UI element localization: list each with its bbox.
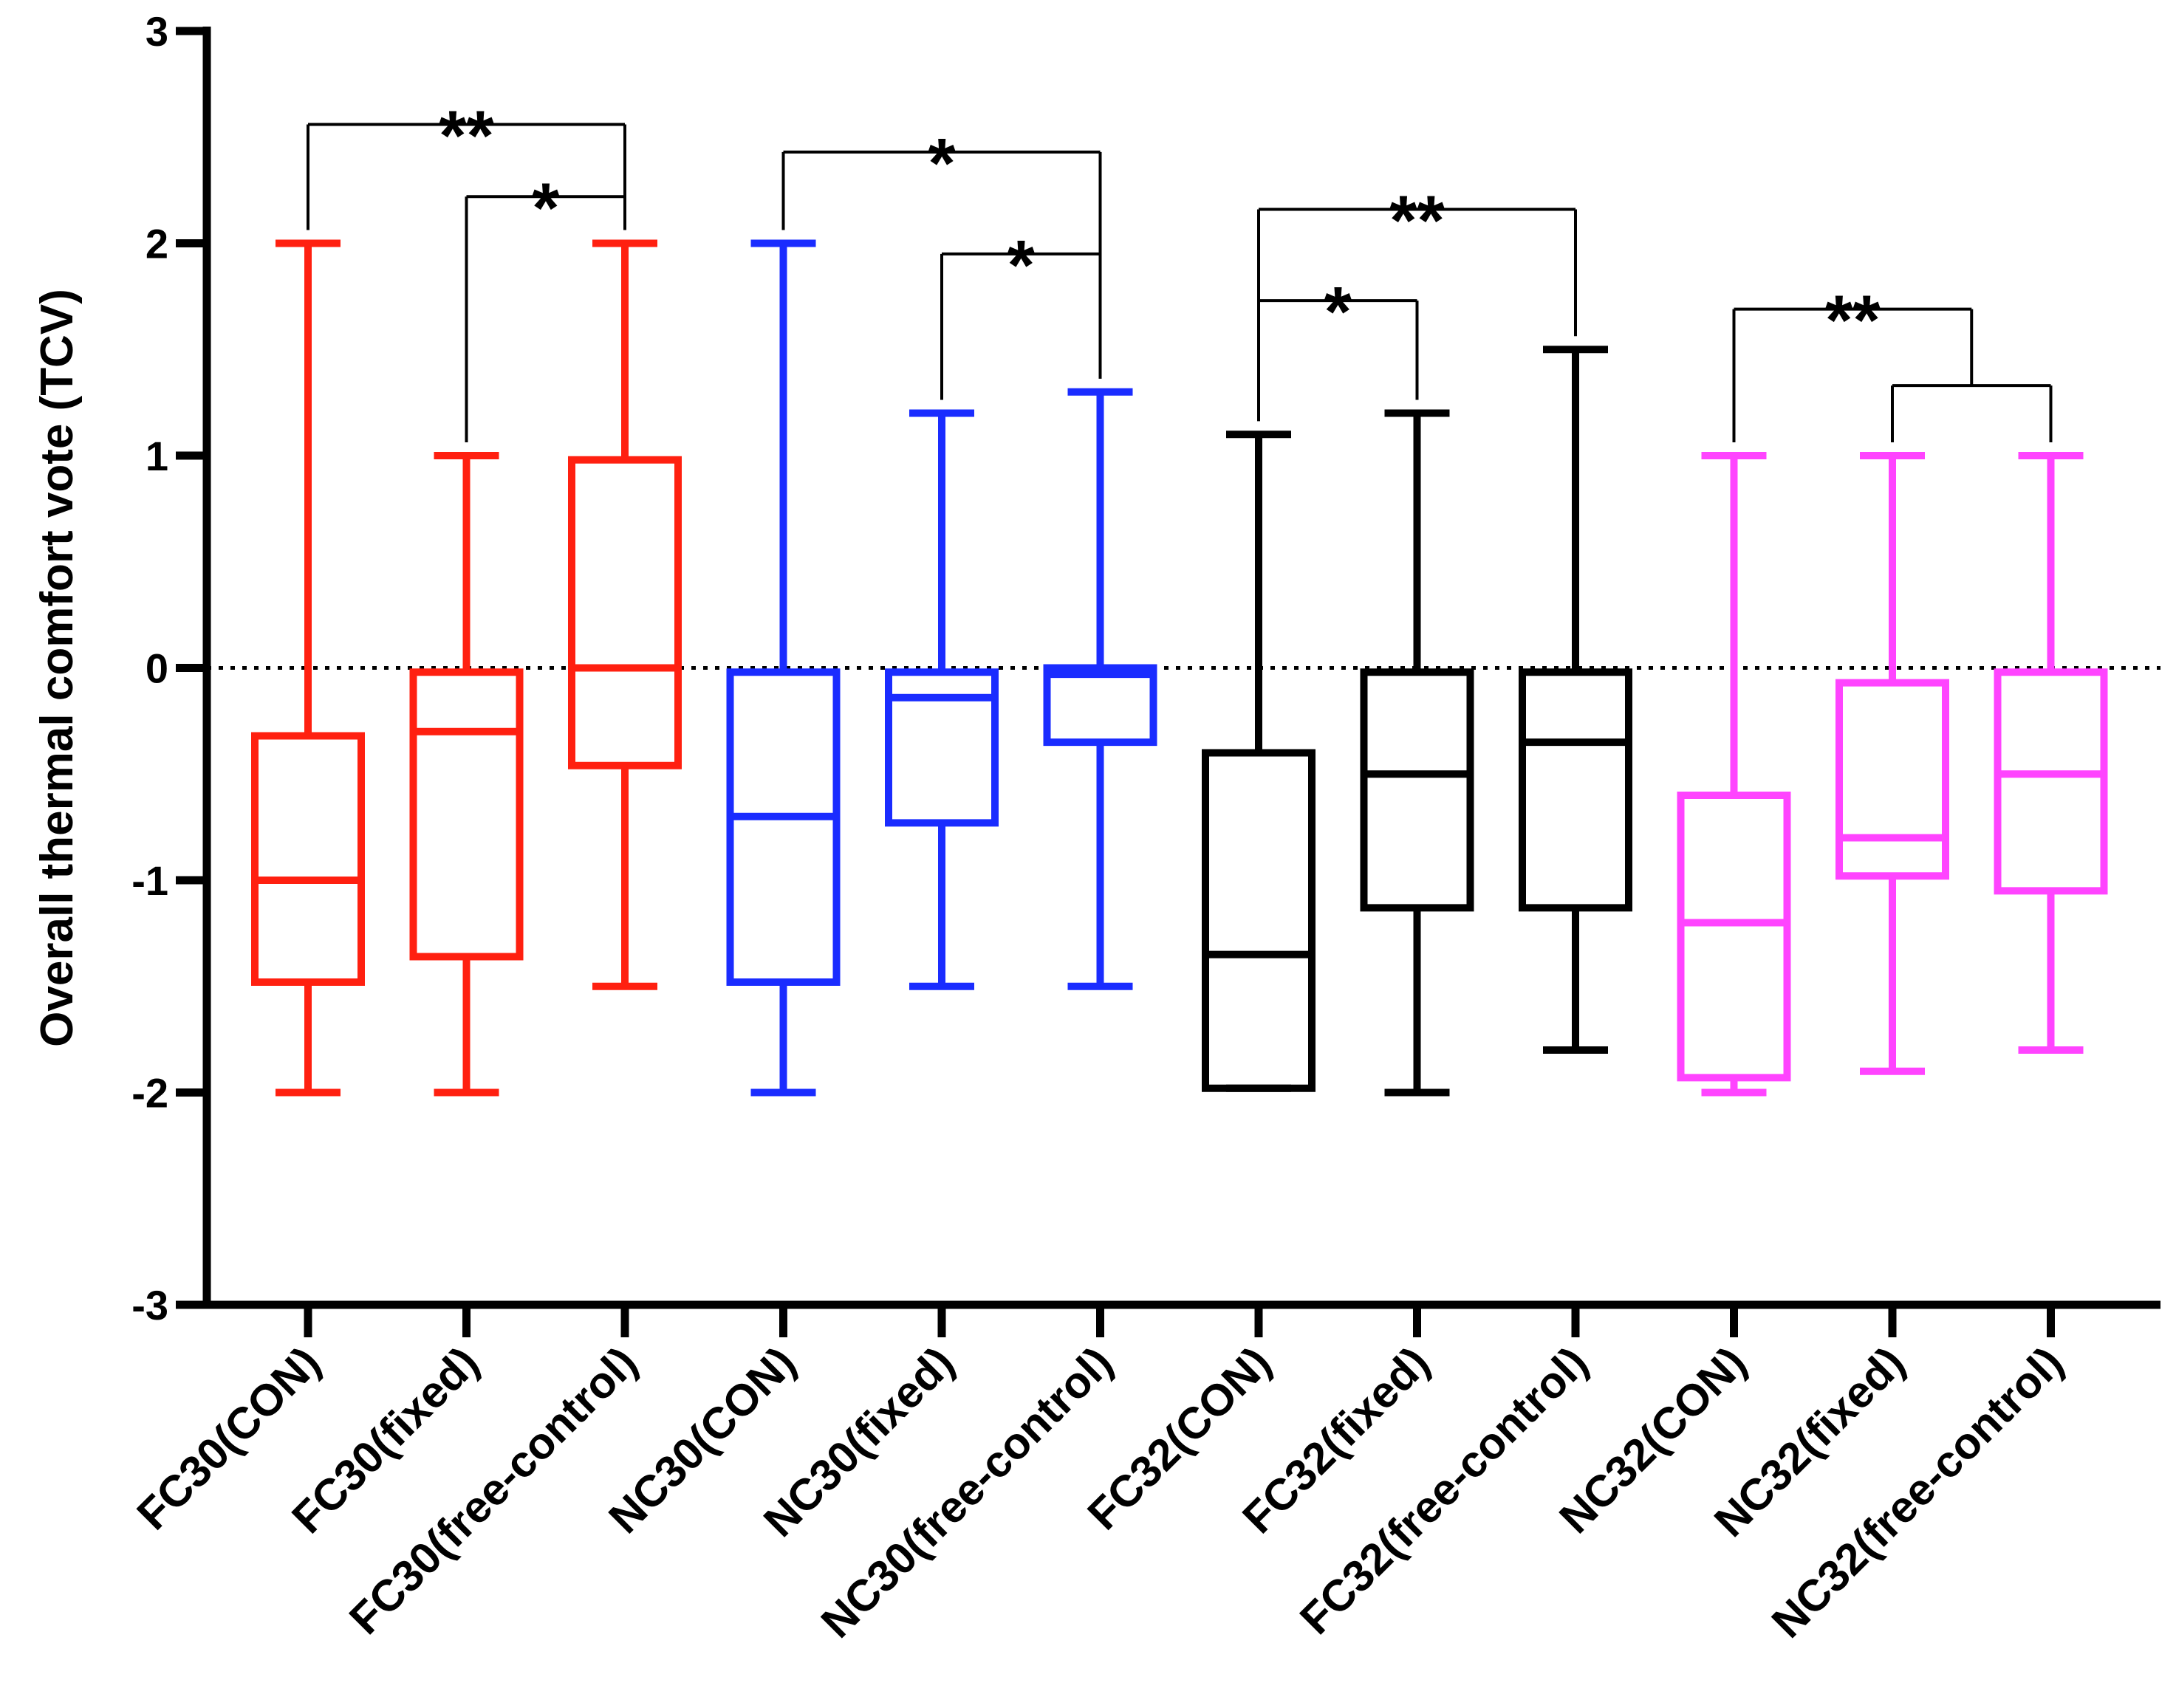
box-FC30(fixed)	[409, 452, 524, 1097]
box-FC32(free-control)	[1519, 346, 1632, 1054]
significance-label: *	[928, 124, 956, 203]
significance-label: **	[439, 97, 494, 176]
iqr-box	[1202, 749, 1315, 1092]
significance-bracket	[1891, 384, 2053, 442]
significance-label: *	[1007, 226, 1036, 305]
y-tick-label: -1	[131, 857, 168, 904]
box-NC32(CON)	[1677, 452, 1791, 1097]
iqr-box	[1994, 668, 2108, 895]
significance-label: *	[532, 168, 560, 247]
significance-bracket	[465, 195, 626, 442]
iqr-box	[1043, 664, 1157, 747]
significance-bracket	[1257, 299, 1419, 422]
iqr-box	[568, 456, 682, 769]
significance-bracket	[1732, 307, 1974, 442]
box-NC30(fixed)	[885, 409, 999, 990]
y-tick-label: 3	[146, 8, 168, 55]
x-tick-label: NC32(free-control)	[1762, 1337, 2073, 1647]
iqr-box	[885, 668, 999, 827]
y-tick-label: 2	[146, 221, 168, 267]
significance-label: *	[1324, 272, 1352, 351]
y-tick-label: -2	[131, 1070, 168, 1117]
box-NC30(CON)	[726, 239, 841, 1097]
box-FC30(free-control)	[568, 239, 682, 990]
significance-bracket	[940, 252, 1102, 400]
iqr-box	[1677, 792, 1791, 1082]
iqr-box	[251, 732, 365, 986]
iqr-box	[409, 668, 524, 961]
box-FC30(CON)	[251, 239, 365, 1097]
iqr-box	[726, 668, 841, 986]
significance-label: **	[1389, 182, 1445, 261]
box-NC32(fixed)	[1835, 452, 1949, 1075]
y-tick-label: -3	[131, 1282, 168, 1328]
y-tick-label: 1	[146, 433, 168, 479]
box-NC30(free-control)	[1043, 388, 1157, 990]
significance-label: **	[1825, 281, 1881, 360]
x-tick-label: NC30(free-control)	[812, 1337, 1122, 1647]
x-tick-label: FC32(free-control)	[1290, 1337, 1597, 1644]
iqr-box	[1519, 668, 1632, 912]
box-NC32(free-control)	[1994, 452, 2108, 1054]
iqr-box	[1835, 679, 1949, 880]
y-tick-label: 0	[146, 645, 168, 692]
iqr-box	[1360, 668, 1474, 912]
box-FC32(CON)	[1202, 431, 1315, 1092]
box-FC32(fixed)	[1360, 409, 1474, 1097]
y-axis-label: Overall thermal comfort vote (TCV)	[32, 289, 83, 1047]
x-tick-label: FC30(free-control)	[340, 1337, 646, 1644]
